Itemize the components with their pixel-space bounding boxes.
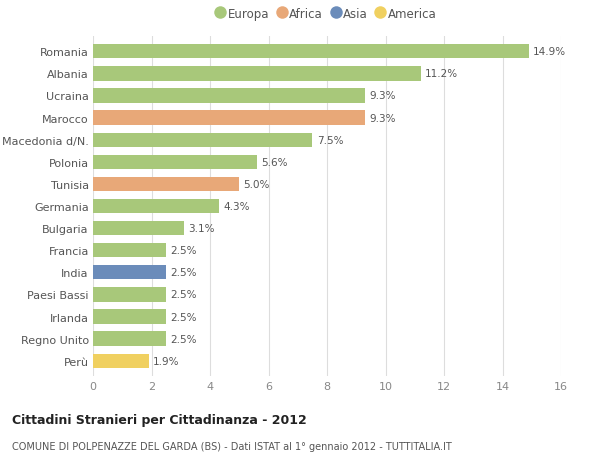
Text: 2.5%: 2.5% <box>170 290 197 300</box>
Legend: Europa, Africa, Asia, America: Europa, Africa, Asia, America <box>214 4 440 24</box>
Text: 5.0%: 5.0% <box>244 179 270 190</box>
Text: 1.9%: 1.9% <box>153 356 179 366</box>
Bar <box>93 67 421 81</box>
Text: 14.9%: 14.9% <box>533 47 566 57</box>
Bar <box>93 155 257 170</box>
Bar <box>93 332 166 346</box>
Text: 4.3%: 4.3% <box>223 202 250 212</box>
Bar <box>93 266 166 280</box>
Bar <box>93 133 313 147</box>
Bar <box>93 221 184 236</box>
Text: COMUNE DI POLPENAZZE DEL GARDA (BS) - Dati ISTAT al 1° gennaio 2012 - TUTTITALIA: COMUNE DI POLPENAZZE DEL GARDA (BS) - Da… <box>12 441 452 451</box>
Text: 2.5%: 2.5% <box>170 312 197 322</box>
Text: 3.1%: 3.1% <box>188 224 215 234</box>
Text: 11.2%: 11.2% <box>425 69 458 79</box>
Bar <box>93 354 149 368</box>
Text: 9.3%: 9.3% <box>370 91 396 101</box>
Text: 2.5%: 2.5% <box>170 268 197 278</box>
Text: 9.3%: 9.3% <box>370 113 396 123</box>
Bar <box>93 288 166 302</box>
Bar <box>93 199 219 214</box>
Text: 2.5%: 2.5% <box>170 246 197 256</box>
Bar <box>93 45 529 59</box>
Text: 7.5%: 7.5% <box>317 135 343 146</box>
Text: 2.5%: 2.5% <box>170 334 197 344</box>
Bar <box>93 89 365 103</box>
Bar <box>93 111 365 125</box>
Text: Cittadini Stranieri per Cittadinanza - 2012: Cittadini Stranieri per Cittadinanza - 2… <box>12 413 307 426</box>
Text: 5.6%: 5.6% <box>261 157 287 168</box>
Bar <box>93 177 239 192</box>
Bar <box>93 243 166 258</box>
Bar <box>93 310 166 324</box>
